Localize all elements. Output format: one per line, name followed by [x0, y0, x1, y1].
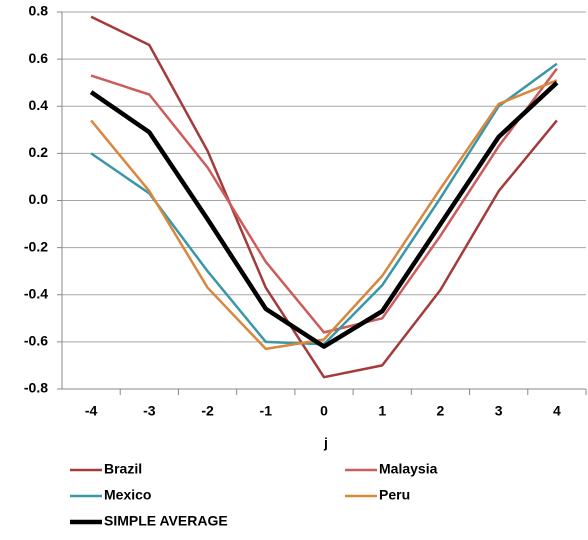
y-tick-label: -0.8 — [24, 380, 48, 396]
y-tick-label: 0.2 — [29, 144, 49, 160]
x-axis-label: j — [323, 435, 328, 451]
series-line — [89, 81, 559, 349]
x-tick-label: 4 — [553, 403, 561, 419]
y-tick-label: -0.6 — [24, 333, 48, 349]
y-tick-label: 0.8 — [29, 3, 49, 19]
y-tick-label: 0.6 — [29, 50, 49, 66]
y-tick-label: 0.0 — [29, 191, 49, 207]
series-line — [90, 67, 558, 334]
x-tick-label: -2 — [201, 403, 214, 419]
legend-label: Malaysia — [379, 461, 438, 477]
legend-label: Brazil — [104, 461, 142, 477]
x-tick-label: 1 — [378, 403, 386, 419]
x-tick-label: 0 — [320, 403, 328, 419]
x-tick-label: 3 — [495, 403, 503, 419]
y-tick-label: -0.2 — [24, 238, 48, 254]
x-tick-label: -1 — [260, 403, 273, 419]
x-tick-label: 2 — [437, 403, 445, 419]
y-tick-label: -0.4 — [24, 285, 48, 301]
series-line — [90, 15, 558, 379]
legend-label: Peru — [379, 487, 410, 503]
x-tick-label: -3 — [143, 403, 156, 419]
series-line — [90, 79, 558, 351]
legend-label: Mexico — [104, 487, 151, 503]
x-tick-label: -4 — [85, 403, 98, 419]
legend-label: SIMPLE AVERAGE — [104, 513, 228, 529]
y-tick-label: 0.4 — [29, 97, 49, 113]
